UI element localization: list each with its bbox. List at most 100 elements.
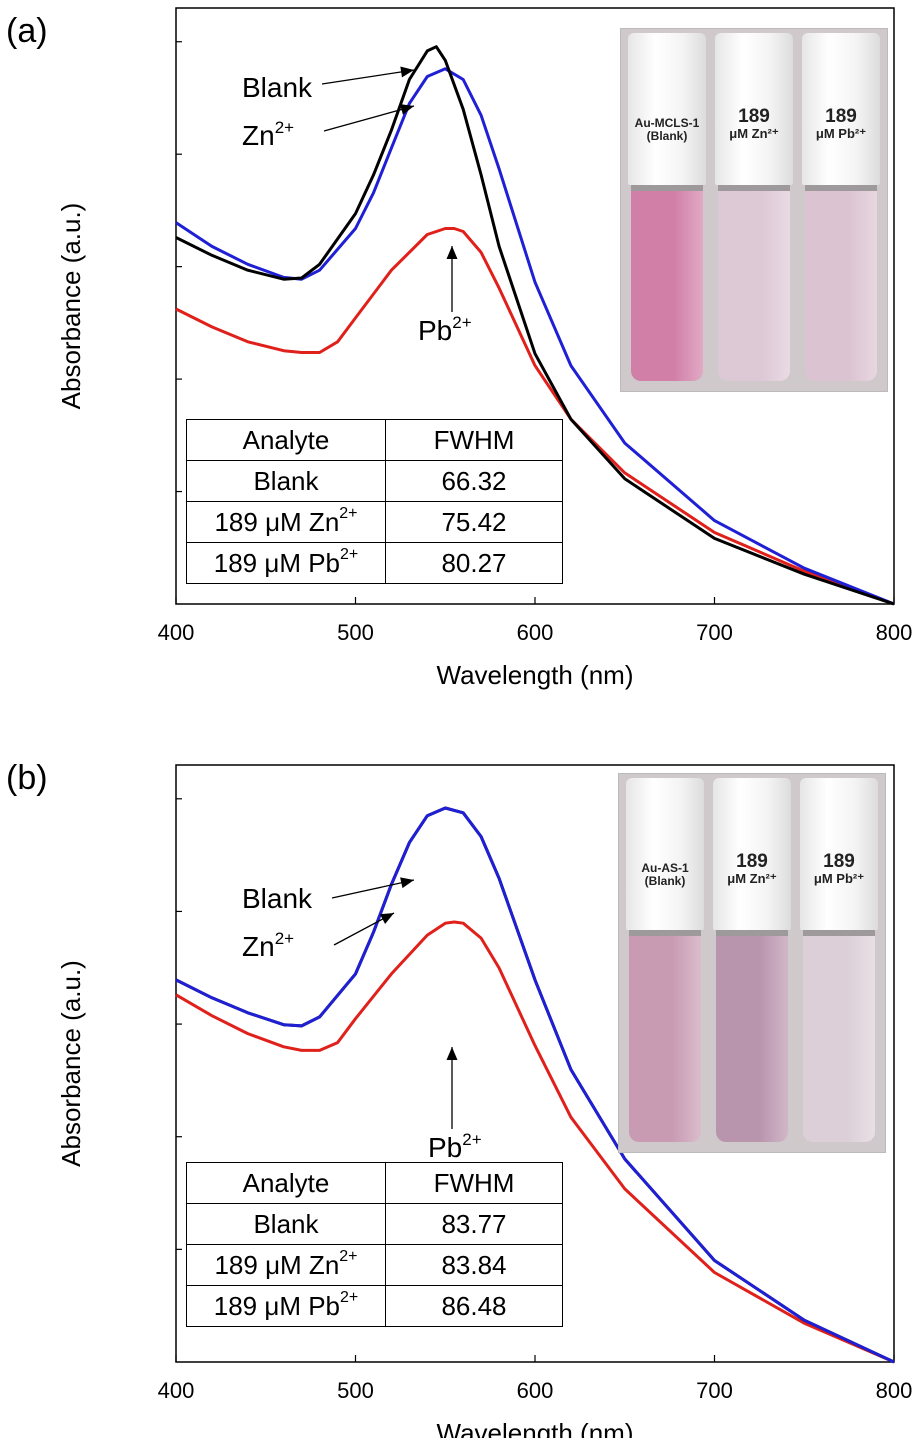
x-tick-label: 600 <box>517 1378 554 1403</box>
annotation-arrow-head <box>446 1047 458 1060</box>
vial-cap: Au-AS-1 (Blank) <box>626 778 704 930</box>
y-axis-label: Absorbance (a.u.) <box>56 960 86 1167</box>
x-tick-label: 800 <box>876 620 913 645</box>
vial-glass <box>803 930 875 938</box>
vial-liquid <box>805 191 877 381</box>
table-cell-analyte: Blank <box>186 460 386 502</box>
annotation-zn-sup: 2+ <box>275 118 294 137</box>
table-header-row: Analyte FWHM <box>186 419 563 461</box>
vial-glass <box>805 185 877 193</box>
vial-2: 189 μM Zn²⁺ <box>712 29 796 391</box>
vial-glass <box>718 185 790 193</box>
cap-line2: (Blank) <box>646 128 688 143</box>
annotation-arrow-head <box>400 877 414 889</box>
annotation-arrow-head <box>379 913 394 924</box>
x-tick-label: 400 <box>158 620 195 645</box>
panel-label: (b) <box>6 759 48 797</box>
vials-photo: Au-MCLS-1 (Blank) 189 μM Zn²⁺ 189 μM P <box>620 28 888 392</box>
vial-glass <box>631 185 703 193</box>
table-cell-fwhm: 83.84 <box>385 1244 563 1286</box>
cap-line1: Au-AS-1 <box>641 861 689 875</box>
table-row: 189 μM Zn2+ 75.42 <box>186 501 563 543</box>
vial-1: Au-AS-1 (Blank) <box>623 774 707 1152</box>
table-row: 189 μM Zn2+ 83.84 <box>186 1244 563 1286</box>
annotation-blank: Blank <box>242 883 313 914</box>
cap-line2: (Blank) <box>644 873 686 888</box>
vials-photo: Au-AS-1 (Blank) 189 μM Zn²⁺ 189 μM Pb² <box>618 773 886 1153</box>
annotation-arrow-head <box>400 104 414 115</box>
table-header: FWHM <box>385 419 563 461</box>
spectrum-chart-b: 400 500 600 700 800 Wavelength (nm) Absorbance… <box>56 764 912 1438</box>
vial-3: 189 μM Pb²⁺ <box>797 774 881 1152</box>
analyte-sup: 2+ <box>339 504 358 522</box>
table-cell-analyte: 189 μM Zn2+ <box>186 1244 386 1286</box>
analyte-text: Blank <box>253 1208 319 1239</box>
annotation-arrow-head <box>400 66 414 78</box>
vial-3: 189 μM Pb²⁺ <box>799 29 883 391</box>
table-cell-analyte: 189 μM Pb2+ <box>186 1285 386 1327</box>
vial-liquid <box>716 936 788 1142</box>
vial-liquid <box>803 936 875 1142</box>
annotation-arrow-head <box>446 246 458 259</box>
series-line-blank <box>175 45 895 606</box>
series-line-pb <box>175 920 895 1364</box>
cap-line1: Au-MCLS-1 <box>634 116 700 130</box>
y-axis-label: Absorbance (a.u.) <box>56 203 86 410</box>
analyte-sup: 2+ <box>340 545 359 563</box>
annotation-arrow-line <box>321 69 415 85</box>
table-cell-analyte: 189 μM Zn2+ <box>186 501 386 543</box>
analyte-text: 189 μM Pb <box>213 547 341 578</box>
analyte-sup: 2+ <box>340 1288 359 1306</box>
cap-label: Au-AS-1 (Blank) <box>626 862 704 887</box>
vial-liquid <box>631 191 703 381</box>
cap-line2: μM Zn²⁺ <box>729 125 779 141</box>
analyte-text: 189 μM Zn <box>214 1249 340 1280</box>
vial-cap: Au-MCLS-1 (Blank) <box>628 33 706 185</box>
analyte-sup: 2+ <box>339 1247 358 1265</box>
panel-label: (a) <box>6 12 48 50</box>
series-line-pb <box>175 227 895 606</box>
cap-label: 189 μM Pb²⁺ <box>800 852 878 886</box>
vial-glass <box>716 930 788 938</box>
x-tick-label: 700 <box>696 620 733 645</box>
vial-liquid <box>718 191 790 381</box>
table-cell-analyte: 189 μM Pb2+ <box>186 542 386 584</box>
vial-liquid <box>629 936 701 1142</box>
table-row: 189 μM Pb2+ 80.27 <box>186 542 563 584</box>
cap-line1: 189 <box>736 851 768 872</box>
annotation-zn-sup: 2+ <box>275 929 294 948</box>
cap-line2: μM Pb²⁺ <box>813 870 865 886</box>
annotation-arrow-line <box>331 879 415 899</box>
vial-cap: 189 μM Zn²⁺ <box>715 33 793 185</box>
cap-label: Au-MCLS-1 (Blank) <box>628 117 706 142</box>
cap-label: 189 μM Pb²⁺ <box>802 107 880 141</box>
table-cell-fwhm: 83.77 <box>385 1203 563 1245</box>
cap-line2: μM Zn²⁺ <box>727 870 777 886</box>
spectrum-chart-a: 400 500 600 700 800 Wavelength (nm) Absorbance… <box>56 7 913 690</box>
x-axis-label: Wavelength (nm) <box>437 660 634 690</box>
series-line-zn <box>175 806 895 1364</box>
cap-line2: μM Pb²⁺ <box>815 125 867 141</box>
vial-glass <box>629 930 701 938</box>
x-tick-label: 600 <box>517 620 554 645</box>
annotation-zn: Zn2+ <box>242 929 294 962</box>
annotation-pb: Pb2+ <box>418 313 472 346</box>
x-tick-label: 500 <box>337 1378 374 1403</box>
x-tick-label: 500 <box>337 620 374 645</box>
x-tick-label: 700 <box>696 1378 733 1403</box>
table-row: 189 μM Pb2+ 86.48 <box>186 1285 563 1327</box>
cap-label: 189 μM Zn²⁺ <box>713 852 791 886</box>
annotation-zn: Zn2+ <box>242 118 294 151</box>
analyte-text: Blank <box>253 465 319 496</box>
annotation-blank: Blank <box>242 72 313 103</box>
table-row: Blank 66.32 <box>186 460 563 502</box>
cap-label: 189 μM Zn²⁺ <box>715 107 793 141</box>
x-tick-label: 400 <box>158 1378 195 1403</box>
annotation-pb: Pb2+ <box>428 1130 482 1163</box>
table-header: FWHM <box>385 1162 563 1204</box>
table-header-row: Analyte FWHM <box>186 1162 563 1204</box>
cap-line1: 189 <box>825 106 857 127</box>
fwhm-table: Analyte FWHM Blank 66.32 189 μM Zn2+ 75.… <box>186 419 563 584</box>
vial-cap: 189 μM Zn²⁺ <box>713 778 791 930</box>
annotation-pb-sup: 2+ <box>462 1130 481 1149</box>
